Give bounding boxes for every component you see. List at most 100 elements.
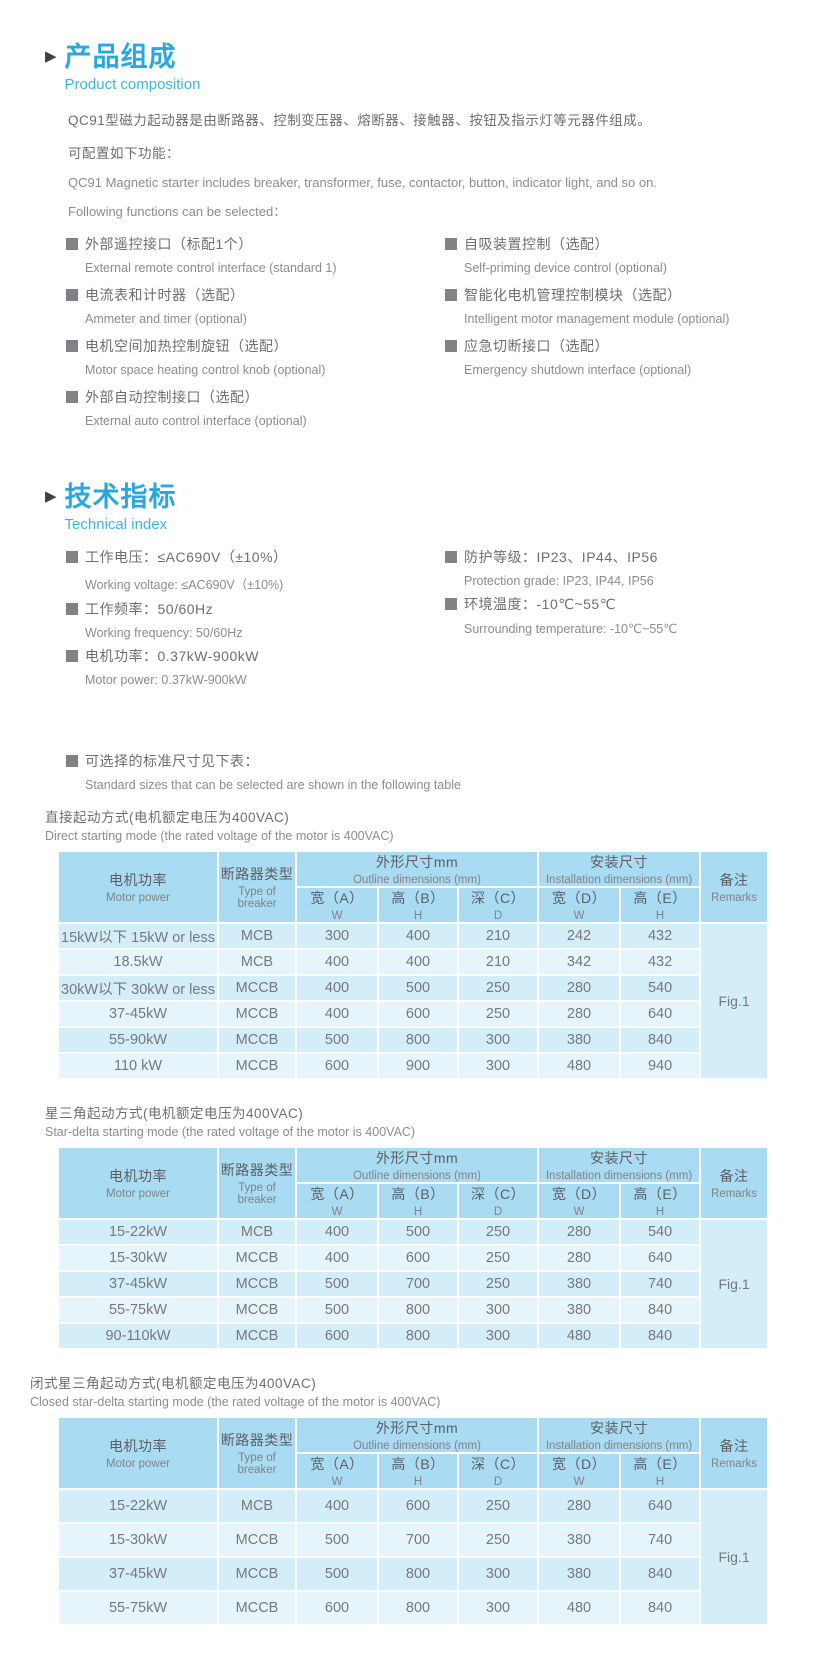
table-cell: 600 bbox=[377, 1244, 459, 1273]
table-cell: 37-45kW bbox=[57, 1270, 219, 1299]
table-cell: 110 kW bbox=[57, 1052, 219, 1081]
table-cell: 840 bbox=[619, 1590, 702, 1627]
table-row: 37-45kW MCCB 500 700 250 380 740 bbox=[57, 1270, 768, 1299]
table-cell: 400 bbox=[377, 948, 459, 977]
table-cell: 210 bbox=[456, 922, 540, 951]
section-title-en: Technical index bbox=[64, 516, 168, 534]
square-bullet-icon bbox=[445, 238, 457, 251]
table-cell: 400 bbox=[295, 948, 379, 977]
bullet-item: 工作频率：50/60Hz Working frequency: 50/60Hz bbox=[66, 599, 445, 640]
table-cell: 432 bbox=[619, 948, 702, 977]
table-header-cell: 安装尺寸 Installation dimensions (mm) bbox=[537, 850, 702, 889]
bullet-item-label-en: External remote control interface (stand… bbox=[85, 261, 337, 276]
table-cell: 300 bbox=[456, 1556, 540, 1593]
table-cell: MCCB bbox=[217, 1244, 297, 1273]
table-header-cell: 宽（A） W bbox=[295, 1452, 379, 1491]
table-cell: 380 bbox=[537, 1296, 622, 1325]
table-cell: 242 bbox=[537, 922, 622, 951]
table-cell: 18.5kW bbox=[57, 948, 219, 977]
bullet-item-label-cn: 电流表和计时器（选配） bbox=[66, 285, 445, 305]
table-cell: MCCB bbox=[217, 1322, 297, 1351]
table-remark-cell: Fig.1 bbox=[699, 922, 770, 1081]
table-body: 15kW以下 15kW or less MCB 300 400 210 242 432 Fig… bbox=[57, 922, 770, 1081]
table-cell: 300 bbox=[456, 1026, 540, 1055]
table-cell: 250 bbox=[456, 1000, 540, 1029]
table-cell: 500 bbox=[377, 974, 459, 1003]
square-bullet-icon bbox=[66, 289, 78, 302]
bullet-item: 外部遥控接口（标配1个） External remote control inte… bbox=[66, 234, 445, 275]
table-cell: 500 bbox=[295, 1296, 379, 1325]
table-cell: 280 bbox=[537, 1000, 622, 1029]
bullet-item: 电机功率：0.37kW-900kW Motor power: 0.37kW-900… bbox=[66, 646, 445, 687]
table-body: 15-22kW MCB 400 500 250 280 540 Fig.1 15-30kW MCC… bbox=[57, 1218, 770, 1351]
section-heading: ▶ 技术指标 Technical index bbox=[45, 482, 802, 533]
bullet-item-label-cn: 工作频率：50/60Hz bbox=[66, 599, 445, 619]
table-cell: 800 bbox=[377, 1296, 459, 1325]
table-row: 110 kW MCCB 600 900 300 480 940 bbox=[57, 1052, 768, 1081]
intro-paragraphs: QC91型磁力起动器是由断路器、控制变压器、熔断器、接触器、按钮及指示灯等元器件… bbox=[68, 109, 802, 220]
table-header-cell: 外形尺寸mm Outline dimensions (mm) bbox=[294, 1146, 540, 1185]
table-cell: 600 bbox=[377, 1000, 459, 1029]
table-cell: 500 bbox=[295, 1556, 379, 1593]
table-title-cn: 星三角起动方式(电机额定电压为400VAC) bbox=[45, 1106, 304, 1122]
table-cell: MCCB bbox=[217, 974, 297, 1003]
table-header-cell: 深（C） D bbox=[456, 886, 540, 925]
bullet-item: 工作电压：≤AC690V（±10%） Working voltage: ≤AC69… bbox=[66, 547, 445, 593]
table-cell: 250 bbox=[456, 1522, 540, 1559]
table-cell: 300 bbox=[456, 1296, 540, 1325]
table-cell: 300 bbox=[456, 1322, 540, 1351]
table-cell: 600 bbox=[295, 1052, 379, 1081]
table-cell: 280 bbox=[537, 1218, 622, 1247]
square-bullet-icon bbox=[66, 650, 78, 663]
table-cell: 55-90kW bbox=[57, 1026, 219, 1055]
bullet-item-label-en: Emergency shutdown interface (optional) bbox=[464, 363, 692, 378]
table-cell: 250 bbox=[456, 1270, 540, 1299]
table-header-cell: 高（E） H bbox=[619, 886, 702, 925]
square-bullet-icon bbox=[66, 755, 78, 768]
table-cell: 280 bbox=[537, 1488, 622, 1525]
table-cell: 700 bbox=[377, 1522, 459, 1559]
table-row: 90-110kW MCCB 600 800 300 480 840 bbox=[57, 1322, 768, 1351]
table-header-cell: 宽（A） W bbox=[295, 886, 379, 925]
technical-item-list: 工作电压：≤AC690V（±10%） Working voltage: ≤AC69… bbox=[66, 547, 802, 693]
bullet-item: 环境温度：-10℃~55℃ Surrounding temperature: -1… bbox=[445, 594, 802, 636]
bullet-item-label-cn: 应急切断接口（选配） bbox=[445, 336, 802, 356]
feature-column-right: 自吸装置控制（选配） Self-priming device control (o… bbox=[445, 234, 802, 438]
table-cell: 15-30kW bbox=[57, 1522, 219, 1559]
triangle-bullet-icon: ▶ bbox=[45, 488, 57, 506]
table-cell: 840 bbox=[619, 1026, 702, 1055]
table-cell: 90-110kW bbox=[57, 1322, 219, 1351]
table-title-en: Direct starting mode (the rated voltage … bbox=[45, 829, 394, 844]
table-cell: 840 bbox=[619, 1556, 702, 1593]
bullet-item-label-en: Ammeter and timer (optional) bbox=[85, 312, 247, 327]
table-header-cell: 深（C） D bbox=[456, 1452, 540, 1491]
table-header-cell: 断路器类型 Type of breaker bbox=[217, 1146, 297, 1221]
bullet-item: 外部自动控制接口（选配） External auto control interf… bbox=[66, 387, 445, 428]
square-bullet-icon bbox=[445, 551, 457, 564]
table-cell: 840 bbox=[619, 1296, 702, 1325]
table-cell: MCCB bbox=[217, 1590, 297, 1627]
table-cell: 600 bbox=[295, 1590, 379, 1627]
table-row: 37-45kW MCCB 500 800 300 380 840 bbox=[57, 1556, 768, 1593]
table-cell: MCB bbox=[217, 1488, 297, 1525]
table-header-cell: 外形尺寸mm Outline dimensions (mm) bbox=[294, 850, 540, 889]
table-header: 电机功率 Motor power 断路器类型 Type of breaker 外形尺寸m… bbox=[57, 1416, 770, 1491]
table-cell: MCB bbox=[217, 948, 297, 977]
table-cell: 600 bbox=[295, 1322, 379, 1351]
table-title-en: Star-delta starting mode (the rated volt… bbox=[45, 1125, 416, 1140]
table-cell: 15-22kW bbox=[57, 1218, 219, 1247]
table-cell: 300 bbox=[295, 922, 379, 951]
square-bullet-icon bbox=[66, 603, 78, 616]
table-header-cell: 电机功率 Motor power bbox=[57, 1416, 219, 1491]
table-group-closed-star-delta: 闭式星三角起动方式(电机额定电压为400VAC) Closed star-del… bbox=[30, 1372, 802, 1627]
bullet-item-label-cn: 防护等级：IP23、IP44、IP56 bbox=[445, 547, 802, 567]
table-cell: MCCB bbox=[217, 1296, 297, 1325]
bullet-item: 防护等级：IP23、IP44、IP56 Protection grade: IP2… bbox=[445, 547, 802, 588]
table-cell: 250 bbox=[456, 1244, 540, 1273]
section-heading: ▶ 产品组成 Product composition bbox=[45, 42, 802, 93]
standard-size-note-en: Standard sizes that can be selected are … bbox=[85, 778, 461, 793]
table-header-cell: 高（B） H bbox=[377, 886, 459, 925]
feature-column-left: 外部遥控接口（标配1个） External remote control inte… bbox=[66, 234, 445, 438]
table-body: 15-22kW MCB 400 600 250 280 640 Fig.1 15-30kW MCC… bbox=[57, 1488, 770, 1627]
table-row: 15kW以下 15kW or less MCB 300 400 210 242 432 Fig… bbox=[57, 922, 770, 1081]
